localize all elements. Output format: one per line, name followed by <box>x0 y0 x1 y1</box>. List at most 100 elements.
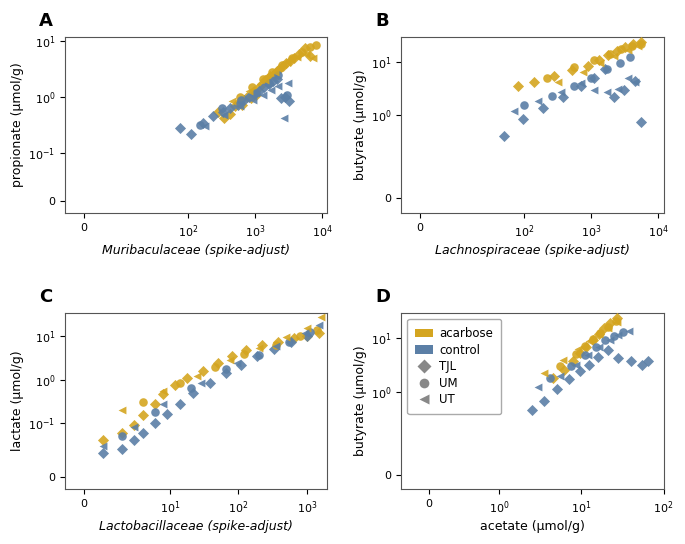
Y-axis label: lactate (μmol/g): lactate (μmol/g) <box>11 351 24 452</box>
Point <box>301 331 312 340</box>
Point <box>614 59 625 67</box>
Point <box>594 330 605 338</box>
Point <box>586 74 597 83</box>
Point <box>244 92 255 101</box>
Point <box>613 354 624 363</box>
Point <box>301 331 312 340</box>
Point <box>575 79 586 88</box>
Point <box>538 103 549 112</box>
Point <box>226 352 237 361</box>
Point <box>219 114 230 122</box>
Point <box>623 327 634 336</box>
Point <box>508 107 519 116</box>
Point <box>609 52 620 60</box>
Point <box>604 335 615 344</box>
Point <box>612 317 623 326</box>
Point <box>224 109 235 118</box>
Point <box>575 82 586 91</box>
Point <box>185 129 196 138</box>
Point <box>637 360 648 369</box>
Point <box>247 95 258 104</box>
Point <box>270 340 281 349</box>
Point <box>588 74 599 83</box>
Point <box>185 384 196 392</box>
Point <box>601 87 612 96</box>
Point <box>299 44 310 52</box>
Point <box>307 54 318 63</box>
Point <box>625 53 636 61</box>
Point <box>174 123 185 132</box>
Point <box>567 356 578 365</box>
Point <box>311 326 322 335</box>
Point <box>605 50 616 59</box>
Point <box>617 328 628 337</box>
Point <box>273 71 284 79</box>
Point <box>555 362 566 370</box>
Point <box>271 75 282 83</box>
Point <box>158 399 169 408</box>
Point <box>252 352 263 361</box>
Point <box>281 59 292 68</box>
Point <box>226 97 237 106</box>
Point <box>580 342 590 350</box>
Point <box>601 65 612 73</box>
Point <box>282 90 292 99</box>
Point <box>313 321 324 330</box>
Point <box>566 362 577 370</box>
Point <box>558 93 569 102</box>
Point <box>630 76 640 85</box>
Point <box>580 351 590 360</box>
Point <box>626 42 637 51</box>
Point <box>636 40 647 48</box>
Point <box>260 76 271 84</box>
Point <box>234 97 245 106</box>
Point <box>170 381 181 390</box>
Point <box>619 86 630 95</box>
Point <box>291 53 302 61</box>
Point <box>195 379 206 387</box>
Point <box>249 89 260 98</box>
Point <box>270 342 281 350</box>
Point <box>553 78 564 86</box>
Point <box>235 92 246 101</box>
Point <box>230 102 241 111</box>
Point <box>569 63 580 72</box>
Point <box>129 436 140 444</box>
Point <box>612 314 623 323</box>
Point <box>258 83 269 91</box>
Point <box>542 74 553 83</box>
Point <box>556 87 566 96</box>
Point <box>310 41 321 50</box>
Point <box>277 61 288 70</box>
Point <box>225 103 236 112</box>
Point <box>599 65 610 73</box>
Point <box>284 56 295 65</box>
Point <box>304 327 315 336</box>
Point <box>192 372 203 381</box>
Point <box>235 102 246 111</box>
Point <box>538 369 549 378</box>
Point <box>301 50 312 59</box>
Point <box>622 74 633 83</box>
Point <box>149 407 160 416</box>
X-axis label: Muribaculaceae (spike-adjust): Muribaculaceae (spike-adjust) <box>102 244 290 257</box>
Point <box>253 350 264 359</box>
Point <box>275 94 286 103</box>
Point <box>533 383 544 392</box>
Point <box>257 90 268 99</box>
Point <box>582 351 593 360</box>
Point <box>620 43 631 52</box>
Point <box>97 449 108 458</box>
Point <box>216 103 227 112</box>
Point <box>279 114 290 122</box>
Point <box>137 398 148 407</box>
Point <box>301 323 312 332</box>
Point <box>613 331 624 339</box>
Point <box>584 337 595 345</box>
Point <box>313 329 324 337</box>
Point <box>612 84 623 93</box>
Point <box>555 371 566 380</box>
Point <box>588 55 599 64</box>
X-axis label: Lactobacillaceae (spike-adjust): Lactobacillaceae (spike-adjust) <box>99 520 293 533</box>
Point <box>270 67 281 76</box>
